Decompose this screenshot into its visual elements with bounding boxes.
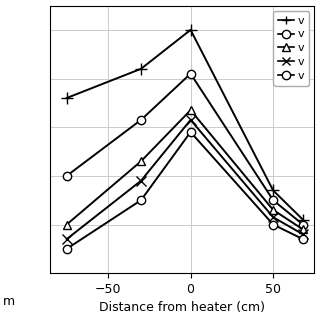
- v: [301, 237, 305, 241]
- v: [301, 218, 305, 221]
- Line: v: v: [62, 106, 307, 234]
- v: [301, 228, 305, 231]
- Line: v: v: [60, 24, 309, 226]
- v: [139, 159, 143, 163]
- v: [271, 198, 275, 202]
- Legend: v, v, v, v, v: v, v, v, v, v: [273, 11, 309, 85]
- X-axis label: Distance from heater (cm): Distance from heater (cm): [99, 301, 265, 315]
- v: [65, 223, 68, 227]
- v: [189, 130, 193, 134]
- v: [139, 67, 143, 71]
- v: [65, 96, 68, 100]
- v: [139, 198, 143, 202]
- v: [301, 223, 305, 227]
- v: [189, 28, 193, 32]
- Line: v: v: [62, 115, 308, 244]
- v: [271, 188, 275, 192]
- v: [271, 215, 275, 219]
- Line: v: v: [62, 128, 307, 253]
- v: [65, 247, 68, 251]
- v: [65, 237, 68, 241]
- v: [189, 118, 193, 122]
- v: [271, 223, 275, 227]
- Text: m: m: [3, 295, 15, 308]
- v: [189, 108, 193, 112]
- v: [139, 179, 143, 183]
- Line: v: v: [62, 69, 307, 229]
- v: [189, 72, 193, 76]
- v: [139, 118, 143, 122]
- v: [65, 174, 68, 178]
- v: [301, 232, 305, 236]
- v: [271, 208, 275, 212]
